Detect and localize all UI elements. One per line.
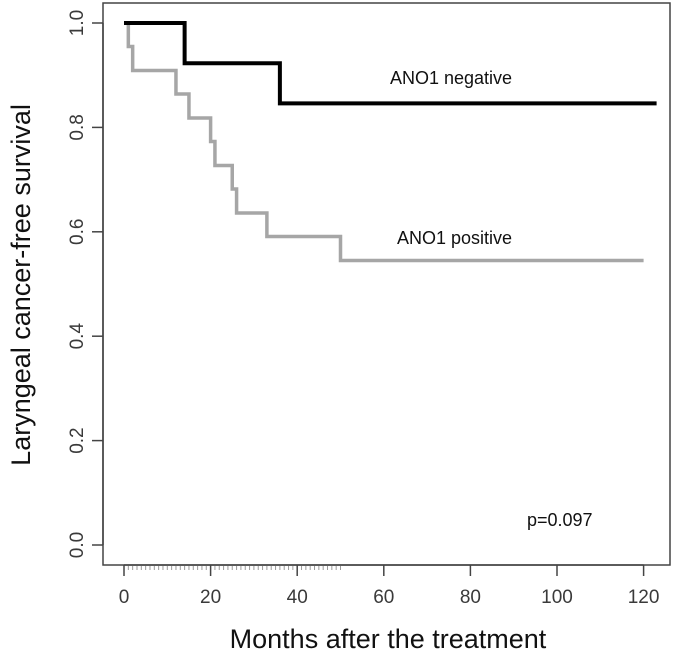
y-axis: 0.0 0.2 0.4 0.6 0.8 1.0 (67, 10, 104, 558)
y-tick-label: 0.2 (67, 427, 88, 453)
y-tick-label: 0.4 (67, 323, 88, 350)
x-tick-label: 0 (119, 587, 130, 608)
x-tick-label: 20 (200, 587, 221, 608)
x-tick-label: 80 (460, 587, 481, 608)
x-minor-ticks (123, 565, 341, 570)
y-tick-label: 0.8 (67, 114, 88, 140)
ano1-negative-series (124, 21, 657, 106)
plot-frame (102, 2, 671, 566)
y-tick-label: 1.0 (67, 10, 88, 36)
y-tick-label: 0.0 (67, 532, 88, 558)
p-value-label: p=0.097 (527, 510, 593, 530)
x-axis-title: Months after the treatment (230, 624, 547, 654)
x-axis: 0 20 40 60 80 100 120 (119, 564, 660, 608)
x-tick-label: 60 (373, 587, 394, 608)
x-tick-label: 120 (628, 587, 660, 608)
ano1-positive-label: ANO1 positive (397, 228, 512, 248)
ano1-positive-series (124, 21, 644, 263)
y-tick-label: 0.6 (67, 219, 88, 245)
series-layer (124, 21, 657, 263)
x-tick-label: 100 (541, 587, 573, 608)
x-tick-label: 40 (287, 587, 308, 608)
y-axis-title: Laryngeal cancer-free survival (6, 104, 36, 466)
ano1-negative-label: ANO1 negative (390, 68, 512, 88)
